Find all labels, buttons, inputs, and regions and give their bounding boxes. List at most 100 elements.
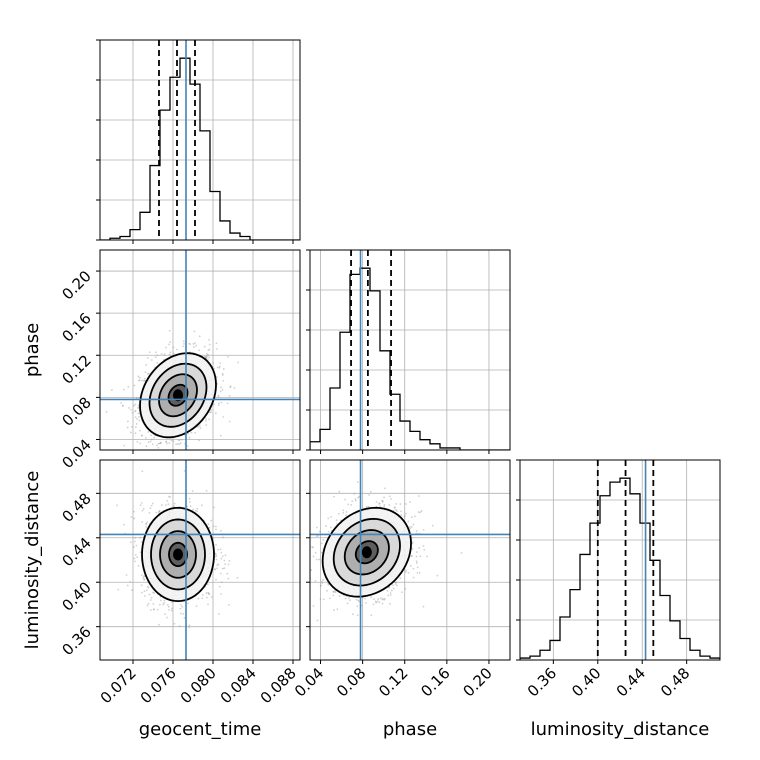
sample-point [319, 598, 322, 600]
sample-point [141, 379, 143, 382]
sample-point [460, 552, 463, 554]
sample-point [381, 602, 384, 605]
sample-point [322, 598, 325, 601]
sample-point [395, 581, 398, 584]
sample-point [188, 342, 191, 345]
sample-point [358, 600, 361, 603]
sample-point [183, 469, 186, 472]
panel-phase-luminosity_distance: 0.04 0.08 0.12 0.16 0.20 [291, 459, 511, 700]
sample-point [335, 519, 338, 522]
sample-point [140, 434, 143, 437]
sample-point [198, 439, 200, 442]
sample-point [208, 418, 211, 421]
sample-point [156, 354, 159, 357]
sample-point [171, 601, 174, 604]
sample-point [134, 410, 137, 413]
sample-point [365, 505, 368, 508]
sample-point [158, 510, 161, 513]
sample-point [139, 429, 141, 432]
sample-point [188, 626, 190, 629]
panel-frame [99, 249, 301, 451]
sample-point [158, 509, 161, 512]
sample-point [129, 581, 132, 583]
sample-point [153, 592, 156, 594]
sample-point [228, 559, 231, 562]
sample-point [405, 503, 407, 505]
sample-point [148, 511, 151, 514]
sample-point [407, 571, 410, 574]
sample-point [169, 351, 172, 354]
y-axis-label-luminosity-distance: luminosity_distance [22, 471, 43, 650]
sample-point [409, 527, 412, 530]
sample-point [163, 602, 166, 604]
sample-point [334, 590, 336, 592]
sample-point [167, 605, 170, 608]
sample-point [203, 345, 206, 348]
sample-point [216, 564, 219, 566]
sample-point [141, 520, 144, 523]
sample-point [412, 576, 415, 579]
sample-point [133, 557, 136, 560]
density-peak [361, 546, 372, 559]
sample-point [220, 386, 222, 389]
sample-point [197, 597, 200, 600]
sample-point [196, 510, 198, 513]
sample-point [381, 598, 384, 600]
sample-point [149, 609, 152, 612]
sample-point [405, 569, 408, 572]
sample-point [131, 589, 133, 592]
sample-point [379, 597, 382, 600]
x-axis-label-geocent-time: geocent_time [139, 719, 262, 740]
sample-point [409, 564, 412, 567]
sample-point [396, 584, 398, 587]
sample-point [383, 505, 386, 508]
sample-point [140, 434, 143, 437]
sample-point [226, 355, 229, 358]
sample-point [418, 572, 421, 574]
sample-point [345, 511, 348, 513]
sample-point [212, 403, 215, 406]
sample-point [414, 515, 416, 518]
sample-point [148, 593, 151, 596]
sample-point [364, 597, 366, 600]
sample-point [378, 502, 381, 505]
sample-point [389, 602, 392, 605]
sample-point [389, 592, 392, 595]
sample-point [134, 536, 137, 539]
sample-point [181, 605, 184, 608]
sample-point [170, 609, 173, 612]
sample-point [319, 584, 322, 587]
sample-point [318, 558, 321, 561]
sample-point [191, 490, 194, 492]
sample-point [192, 508, 195, 511]
sample-point [383, 597, 386, 600]
sample-point [205, 424, 208, 426]
sample-point [147, 441, 150, 444]
y-axis-label-phase: phase [22, 323, 43, 377]
sample-point [201, 504, 203, 507]
sample-point [208, 343, 211, 346]
sample-point [122, 523, 125, 526]
sample-point [217, 395, 220, 398]
histogram-phase [310, 267, 510, 450]
sample-point [144, 437, 147, 439]
sample-point [133, 404, 135, 407]
sample-point [229, 386, 232, 389]
sample-point [133, 517, 136, 520]
panel-frame [99, 459, 301, 661]
sample-point [145, 523, 148, 526]
sample-point [322, 578, 324, 581]
sample-point [319, 531, 322, 533]
sample-point [165, 441, 168, 443]
sample-point [321, 582, 324, 585]
sample-point [208, 356, 210, 359]
sample-point [394, 506, 396, 509]
sample-point [216, 366, 219, 369]
sample-point [116, 504, 119, 507]
sample-point [342, 511, 345, 514]
sample-point [404, 571, 407, 573]
sample-point [180, 612, 182, 615]
sample-point [157, 442, 160, 445]
sample-point [317, 534, 320, 537]
sample-point [217, 613, 220, 615]
